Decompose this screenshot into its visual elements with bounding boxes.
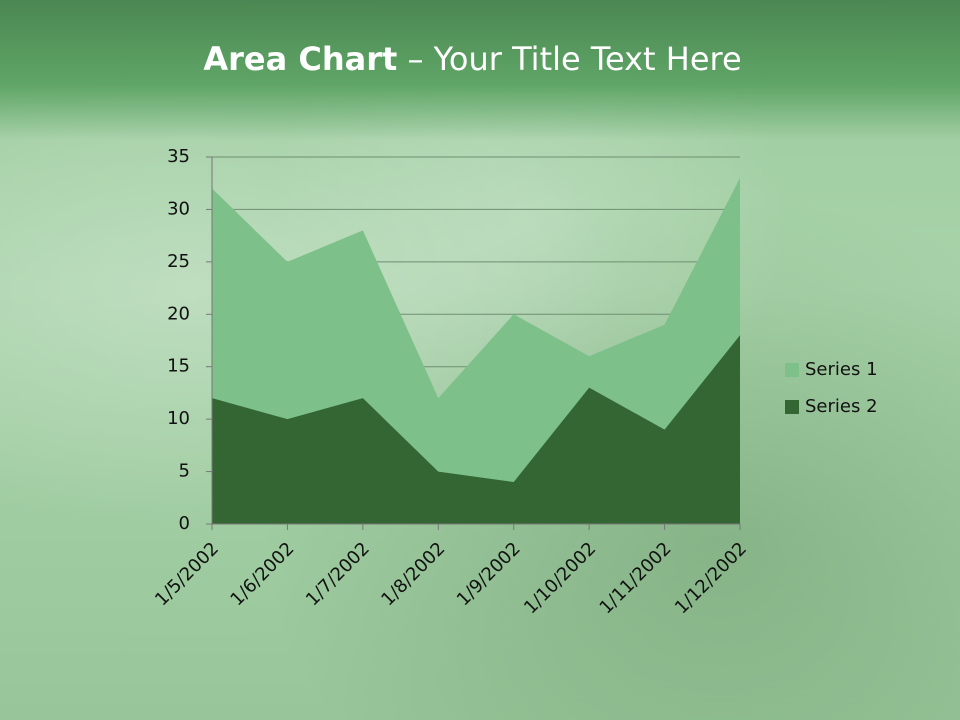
- x-tick-label: 1/7/2002: [302, 538, 374, 610]
- y-tick-label: 25: [167, 251, 190, 272]
- x-tick-label: 1/6/2002: [226, 538, 298, 610]
- x-tick-label: 1/10/2002: [520, 538, 600, 618]
- y-tick-label: 10: [167, 408, 190, 429]
- slide-title: Area Chart – Your Title Text Here: [0, 40, 945, 78]
- legend-label: Series 1: [805, 359, 878, 380]
- area: [212, 335, 740, 524]
- y-tick-label: 20: [167, 303, 190, 324]
- x-tick-label: 1/11/2002: [596, 538, 676, 618]
- x-tick-label: 1/8/2002: [377, 538, 449, 610]
- legend-swatch: [785, 400, 799, 414]
- x-tick-label: 1/12/2002: [671, 538, 751, 618]
- x-tick-label: 1/9/2002: [453, 538, 525, 610]
- y-tick-label: 0: [179, 513, 190, 534]
- y-tick-label: 30: [167, 198, 190, 219]
- y-tick-label: 5: [179, 461, 190, 482]
- y-tick-label: 15: [167, 356, 190, 377]
- title-rest: – Your Title Text Here: [407, 40, 742, 78]
- legend-swatch: [785, 363, 799, 377]
- title-bold: Area Chart: [203, 40, 398, 78]
- legend-label: Series 2: [805, 396, 878, 417]
- x-tick-label: 1/5/2002: [151, 538, 223, 610]
- header-band: [0, 0, 960, 140]
- y-tick-label: 35: [167, 146, 190, 167]
